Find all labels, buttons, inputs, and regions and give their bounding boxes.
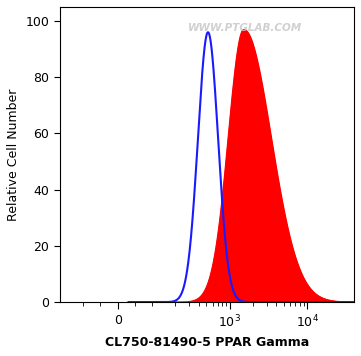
Text: WWW.PTGLAB.COM: WWW.PTGLAB.COM [188, 22, 302, 33]
X-axis label: CL750-81490-5 PPAR Gamma: CL750-81490-5 PPAR Gamma [105, 336, 309, 349]
Y-axis label: Relative Cell Number: Relative Cell Number [7, 88, 20, 221]
